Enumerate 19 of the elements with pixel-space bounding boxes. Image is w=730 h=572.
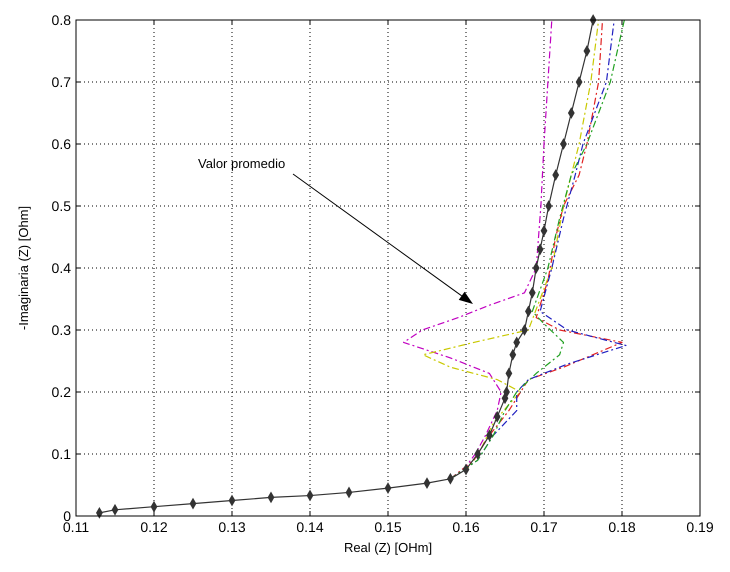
x-tick-label: 0.17 — [530, 519, 558, 535]
y-tick-label: 0.3 — [52, 322, 72, 338]
y-tick-label: 0.8 — [52, 12, 72, 28]
x-tick-label: 0.14 — [296, 519, 324, 535]
x-tick-label: 0.15 — [374, 519, 402, 535]
y-tick-label: 0.5 — [52, 198, 72, 214]
y-tick-label: 0.6 — [52, 136, 72, 152]
annotation: Valor promedio — [198, 156, 286, 171]
x-tick-label: 0.18 — [608, 519, 636, 535]
x-tick-label: 0.19 — [686, 519, 714, 535]
x-tick-label: 0.13 — [218, 519, 246, 535]
y-tick-label: 0.4 — [52, 260, 72, 276]
y-tick-label: 0.1 — [52, 446, 72, 462]
y-tick-label: 0.7 — [52, 74, 72, 90]
y-axis-title: -Imaginaria (Z) [Ohm] — [16, 206, 31, 330]
x-tick-label: 0.12 — [140, 519, 168, 535]
x-axis-title: Real (Z) [OHm] — [344, 540, 432, 555]
x-tick-label: 0.16 — [452, 519, 480, 535]
y-tick-label: 0.2 — [52, 384, 72, 400]
